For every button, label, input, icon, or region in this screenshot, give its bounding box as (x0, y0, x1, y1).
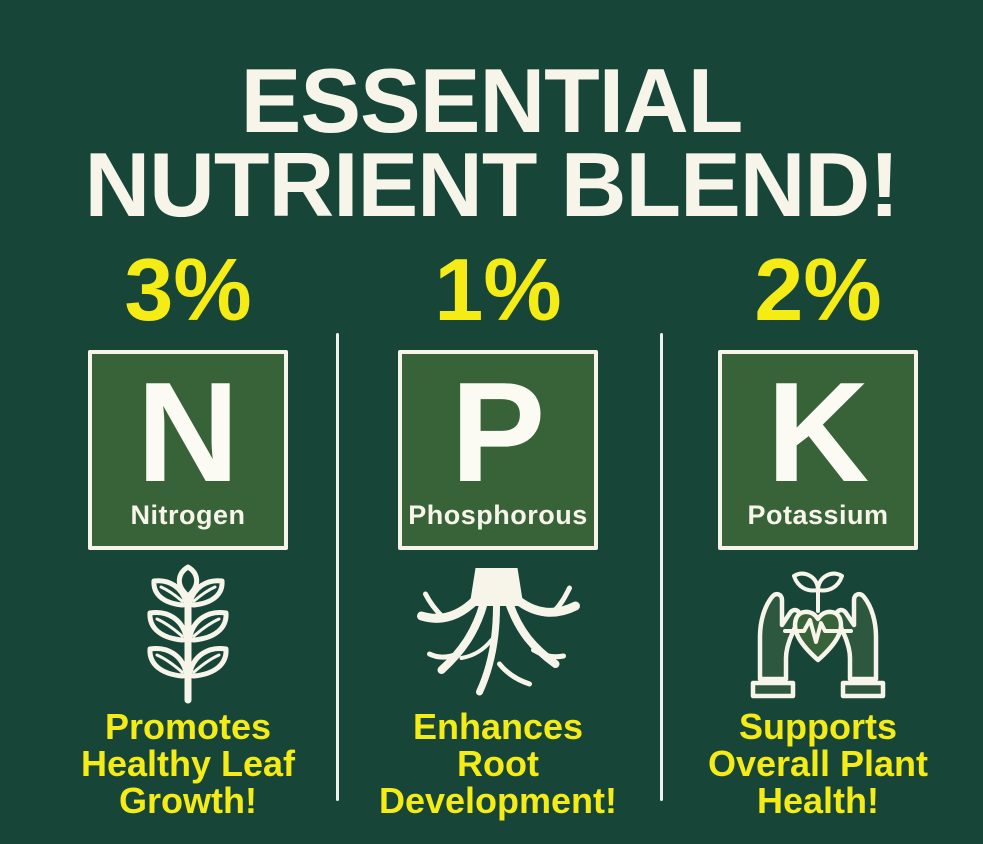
percent-value: 3% (124, 240, 252, 339)
column-potassium: 2% K Potassium (668, 0, 968, 844)
benefit-line: Root (457, 743, 539, 784)
column-divider (336, 333, 339, 801)
benefit-line: Healthy Leaf (80, 743, 296, 784)
column-divider (660, 333, 663, 801)
element-name: Phosphorous (408, 500, 588, 530)
tree-roots-icon-svg (416, 568, 580, 696)
element-symbol-box: P Phosphorous (398, 350, 598, 550)
benefit-text: Supports Overall Plant Health! (644, 708, 983, 819)
benefit-line: Health! (756, 780, 879, 821)
tree-roots-icon (348, 560, 648, 708)
percent-value: 2% (754, 240, 882, 339)
hands-heart-plant-icon-svg (750, 571, 886, 699)
percent-value: 1% (434, 240, 562, 339)
page-title: ESSENTIAL NUTRIENT BLEND! (0, 56, 983, 231)
element-symbol: P (450, 353, 546, 512)
column-nitrogen: 3% N Nitrogen (38, 0, 338, 844)
leafy-plant-icon (38, 560, 338, 708)
benefit-line: Enhances (412, 706, 584, 747)
element-symbol-box: N Nitrogen (88, 350, 288, 550)
element-name: Potassium (747, 500, 889, 530)
element-name: Nitrogen (130, 500, 246, 530)
leafy-plant-icon-svg (147, 564, 229, 704)
benefit-line: Growth! (119, 780, 257, 821)
benefit-text: Promotes Healthy Leaf Growth! (14, 708, 362, 819)
benefit-line: Development! (378, 780, 618, 821)
benefit-line: Overall Plant (707, 743, 929, 784)
element-symbol: K (766, 353, 870, 512)
benefit-text: Enhances Root Development! (324, 708, 672, 819)
page-title-line1: ESSENTIAL (240, 51, 744, 152)
benefit-line: Supports (739, 706, 897, 747)
element-symbol: N (136, 353, 240, 512)
benefit-line: Promotes (104, 706, 272, 747)
element-symbol-box: K Potassium (718, 350, 918, 550)
hands-heart-plant-icon (668, 560, 968, 708)
column-phosphorous: 1% P Phosphorous (348, 0, 648, 844)
page-title-line2: NUTRIENT BLEND! (84, 135, 899, 236)
